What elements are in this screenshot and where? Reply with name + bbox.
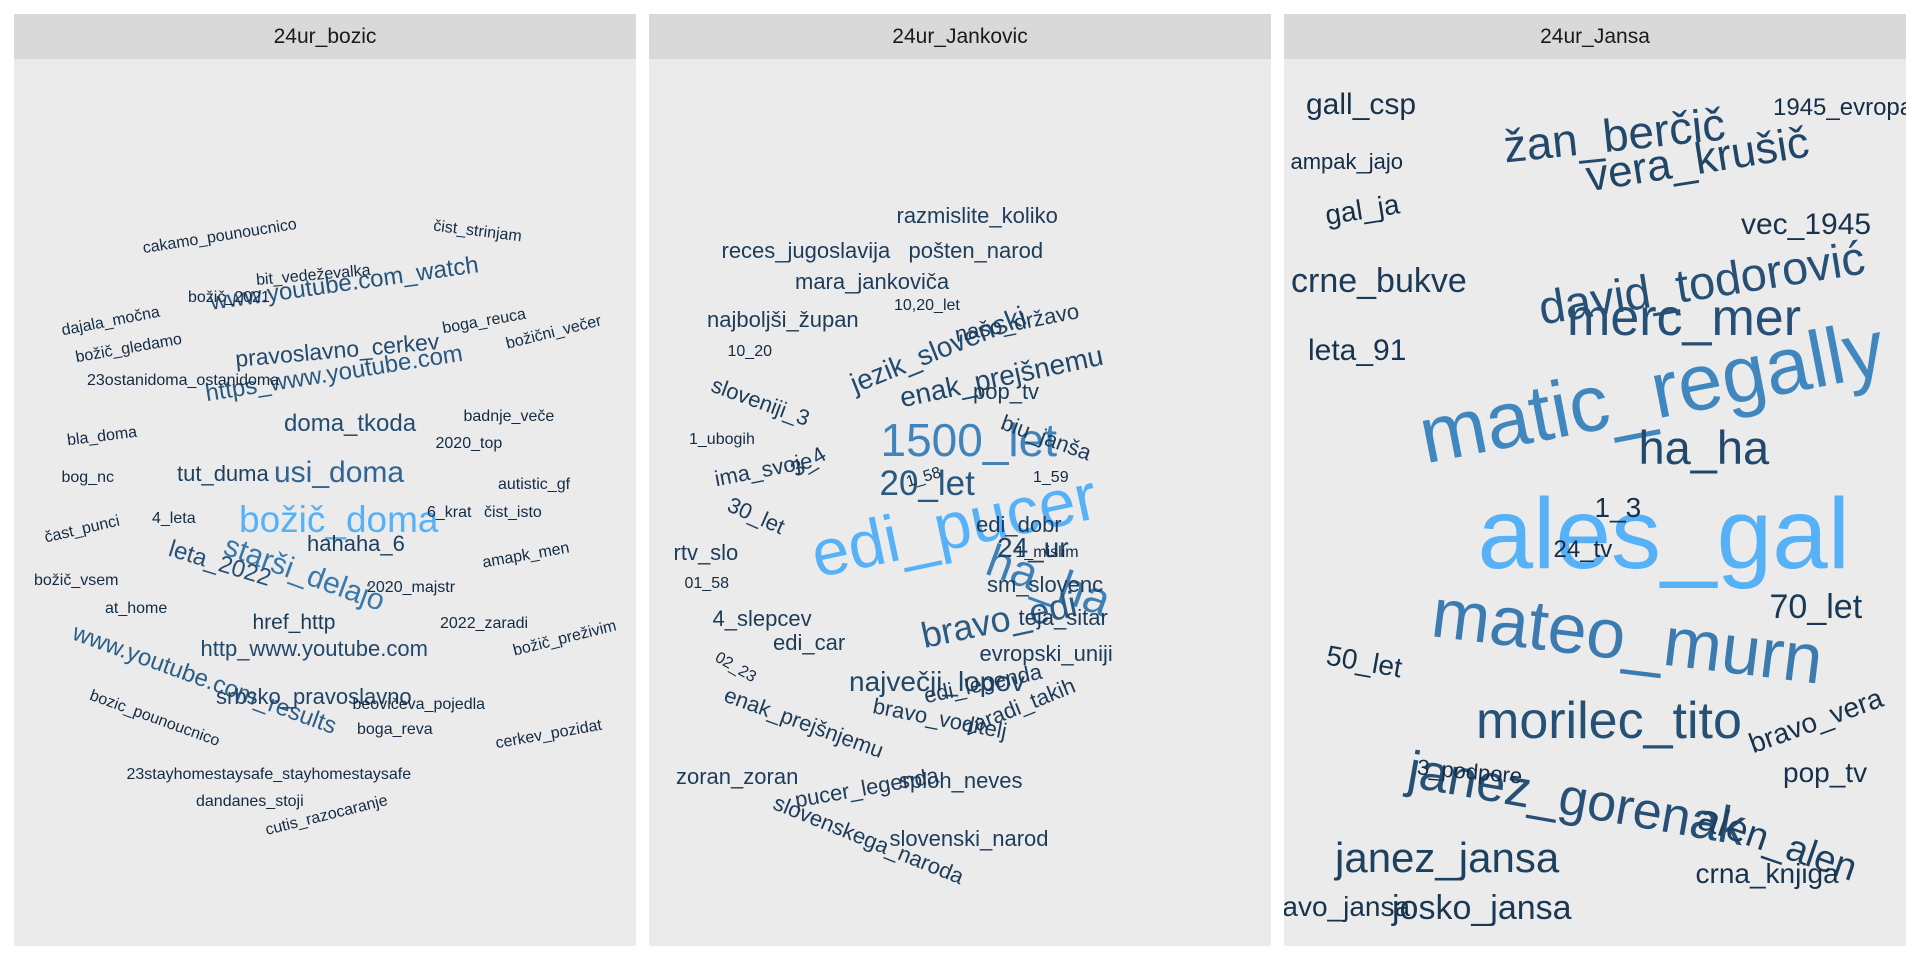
word-label: božič_gledamo bbox=[74, 330, 184, 367]
word-label: ima_svoje bbox=[711, 447, 814, 492]
word-label: gal_ja bbox=[1322, 188, 1402, 231]
word-label: teja_sitar bbox=[1018, 605, 1108, 630]
word-label: pop_tv bbox=[973, 379, 1040, 404]
word-label: 30_let bbox=[723, 491, 789, 540]
word-label: čast_punci bbox=[42, 512, 121, 547]
facet-strip-title: 24ur_bozic bbox=[14, 14, 636, 59]
word-label: 23stayhomestaysafe_stayhomestaysafe bbox=[126, 766, 412, 783]
word-label: usi_doma bbox=[274, 456, 405, 489]
word-label: čist_isto bbox=[484, 504, 542, 521]
word-label: najboljši_župan bbox=[707, 307, 859, 332]
word-label: amapk_men bbox=[481, 539, 571, 572]
word-label: 4_leta bbox=[152, 510, 196, 527]
word-label: 02_23 bbox=[711, 649, 759, 687]
word-label: 2020_top bbox=[435, 435, 503, 452]
word-label: ha_ha bbox=[1638, 420, 1770, 474]
word-label: 1_ubogih bbox=[689, 431, 755, 448]
facet-strip-title: 24ur_Jansa bbox=[1284, 14, 1906, 59]
word-cloud: ales_gal matic_regally mateo_murn david_tod… bbox=[1284, 59, 1906, 946]
facet-panel-jankovic: 24ur_Jankovic edi_pucer 1500_let ha_ha brav… bbox=[649, 14, 1271, 946]
word-label: vec_1945 bbox=[1741, 208, 1872, 241]
word-label: dajala_močna bbox=[60, 303, 162, 340]
word-label: 23ostanidoma_ostanidoma bbox=[87, 372, 280, 389]
word-label: 50_let bbox=[1323, 639, 1405, 684]
word-label: 1500_let bbox=[880, 414, 1058, 466]
word-label: 10_20 bbox=[727, 343, 773, 360]
word-label: 6_krat bbox=[427, 504, 472, 521]
word-label: 1_59 bbox=[1033, 469, 1069, 486]
word-label: janez_jansa bbox=[1335, 834, 1560, 881]
word-label: bog_nc bbox=[61, 469, 115, 486]
word-label: sploh_neves bbox=[899, 768, 1023, 793]
word-label: doma_tkoda bbox=[284, 410, 417, 437]
word-label: 20_let bbox=[879, 463, 975, 503]
word-label: razmislite_koliko bbox=[896, 203, 1058, 228]
word-label: rtv_slo bbox=[673, 540, 739, 565]
word-label: 1_3 bbox=[1594, 492, 1642, 523]
word-label: badnje_veče bbox=[463, 408, 555, 425]
word-cloud: edi_pucer 1500_let ha_ha bravo_edi 20_let jez… bbox=[649, 59, 1271, 946]
word-label: josko_jansa bbox=[1392, 889, 1572, 927]
word-label: bla_doma bbox=[66, 423, 138, 450]
word-label: božič_doma bbox=[239, 498, 439, 540]
facet-strip-title: 24ur_Jankovic bbox=[649, 14, 1271, 59]
word-label: dandanes_stoji bbox=[196, 793, 304, 810]
word-label: božič_2021 bbox=[188, 289, 270, 306]
word-label: gall_csp bbox=[1306, 88, 1417, 121]
word-label: pošten_narod bbox=[908, 238, 1044, 263]
word-label: bravo_jansa bbox=[1284, 891, 1411, 922]
word-label: morilec_tito bbox=[1476, 692, 1742, 750]
word-label: http_www.youtube.com bbox=[200, 636, 428, 661]
word-label: pop_tv bbox=[1783, 757, 1868, 788]
word-label: čist_strinjam bbox=[431, 217, 523, 246]
word-label: edi_car bbox=[773, 630, 846, 655]
word-label: 24_tv bbox=[1553, 536, 1613, 563]
word-label: autistic_gf bbox=[498, 476, 571, 493]
word-label: reces_jugoslavija bbox=[721, 238, 891, 263]
word-label: 2020_majstr bbox=[367, 579, 456, 596]
word-label: evropski_uniji bbox=[979, 641, 1113, 666]
word-label: 70_let bbox=[1769, 588, 1863, 626]
word-label: cerkev_pozidat bbox=[494, 716, 604, 753]
word-label: ales_gal bbox=[1477, 478, 1851, 590]
word-label: mara_jankoviča bbox=[795, 269, 950, 294]
word-label: 4_slepcev bbox=[712, 606, 812, 631]
facet-panel-bozic: 24ur_bozic božič_doma starši_delajo usi_do… bbox=[14, 14, 636, 946]
word-label: mateo_murn bbox=[1427, 573, 1827, 699]
word-label: boga_reva bbox=[357, 721, 433, 738]
word-label: cakamo_pounoucnico bbox=[141, 215, 298, 258]
word-label: merc_mer bbox=[1567, 289, 1802, 347]
word-label: crna_knjiga bbox=[1695, 858, 1839, 889]
word-label: href_http bbox=[252, 610, 336, 634]
word-label: 10,20_let bbox=[894, 297, 960, 314]
word-label: 2022_zaradi bbox=[440, 615, 529, 632]
word-label: zoran_zoran bbox=[676, 764, 799, 789]
word-label: edi_dobr bbox=[976, 512, 1062, 537]
word-label: sloveniji_3 bbox=[707, 372, 813, 431]
word-label: at_home bbox=[105, 600, 168, 617]
word-label: sm_slovenc bbox=[987, 572, 1104, 597]
word-label: tut_duma bbox=[177, 461, 269, 486]
word-label: beovičeva_pojedla bbox=[352, 696, 486, 713]
word-label: ampak_jajo bbox=[1290, 149, 1404, 174]
word-label: crne_bukve bbox=[1291, 262, 1467, 300]
word-label: božič_vsem bbox=[34, 572, 119, 589]
word-cloud: božič_doma starši_delajo usi_doma www.youtu… bbox=[14, 59, 636, 946]
word-label: leta_91 bbox=[1308, 334, 1407, 367]
facet-panel-jansa: 24ur_Jansa ales_gal matic_regally mateo_mu… bbox=[1284, 14, 1906, 946]
word-label: 01_58 bbox=[684, 575, 730, 592]
word-label: 24_ur bbox=[997, 532, 1069, 563]
word-label: 1_mislim bbox=[1015, 544, 1079, 561]
word-label: srbsko_pravoslavno bbox=[216, 684, 412, 709]
word-label: slovenski_narod bbox=[889, 826, 1049, 851]
word-label: največji_lopov bbox=[849, 666, 1025, 697]
word-label: bozic_pounoucnico bbox=[86, 687, 222, 750]
word-label: hahaha_6 bbox=[307, 531, 405, 556]
word-label: 1945_evropa bbox=[1773, 94, 1906, 121]
